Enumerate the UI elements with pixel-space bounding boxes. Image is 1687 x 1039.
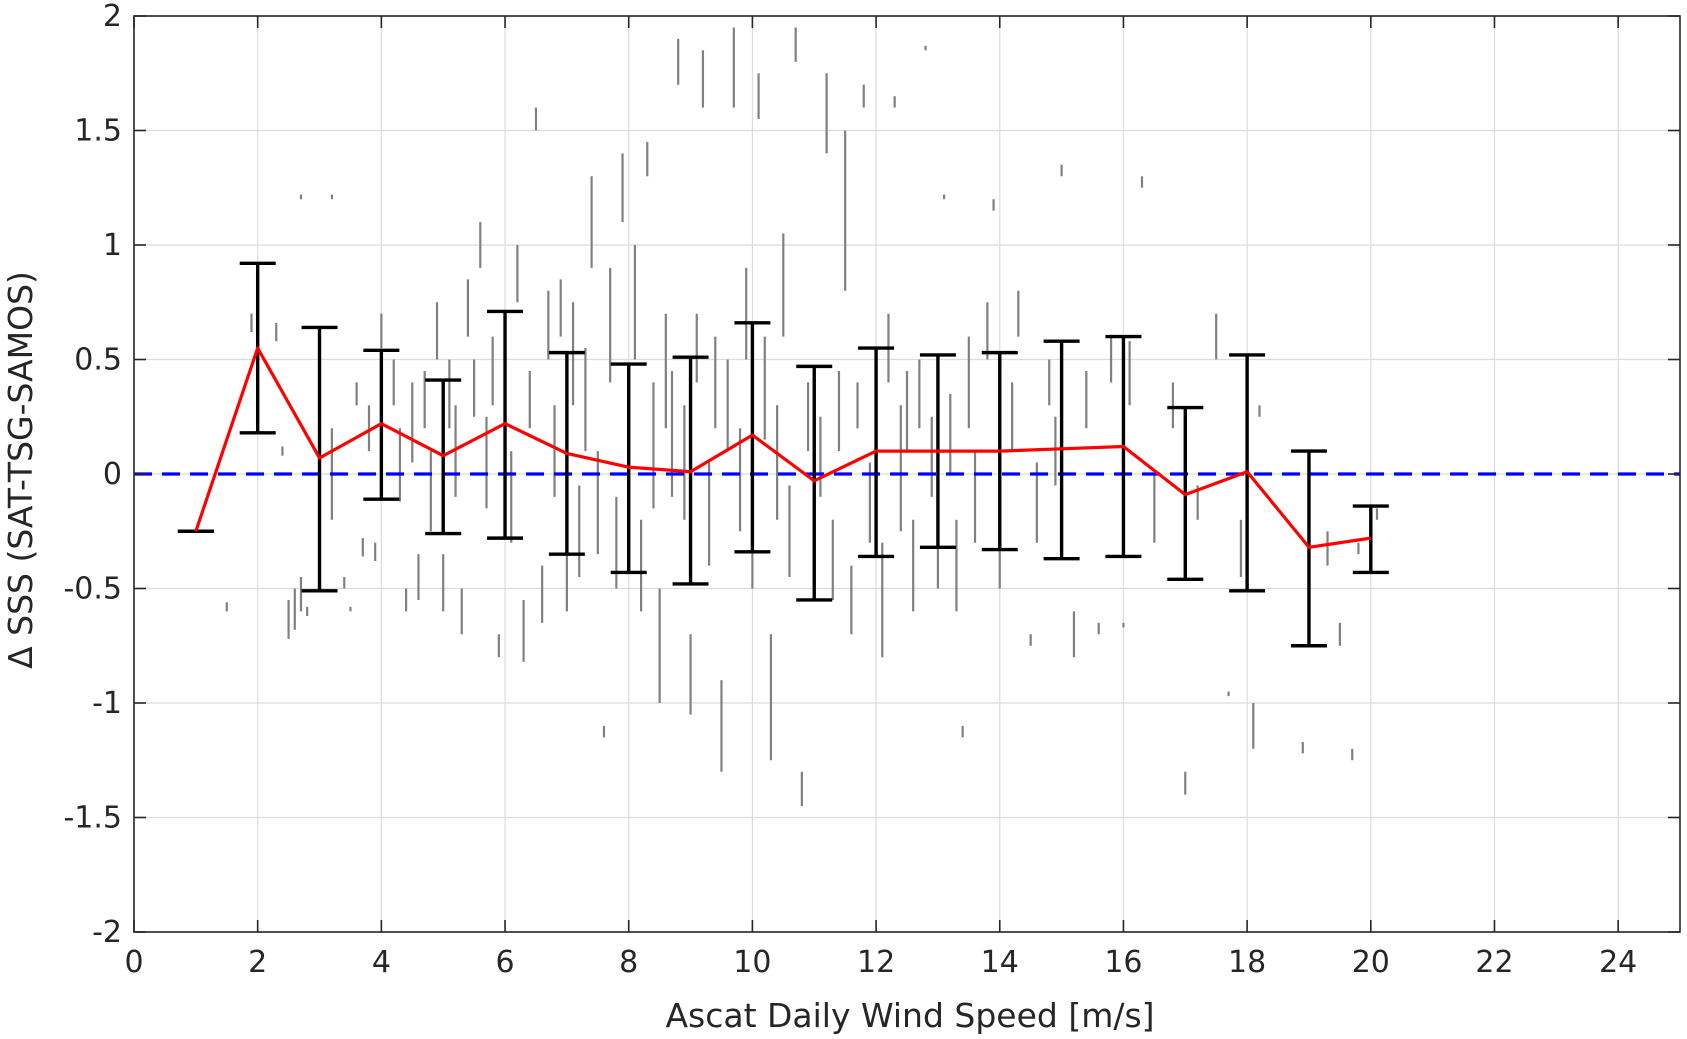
x-tick-label: 2 bbox=[248, 945, 267, 980]
x-tick-label: 4 bbox=[372, 945, 391, 980]
y-tick-label: -0.5 bbox=[63, 572, 122, 607]
x-tick-label: 8 bbox=[619, 945, 638, 980]
scatter-points bbox=[225, 27, 1379, 807]
x-tick-label: 10 bbox=[733, 945, 771, 980]
y-tick-label: -1 bbox=[92, 686, 122, 721]
y-tick-label: 0.5 bbox=[74, 343, 122, 378]
x-tick-label: 22 bbox=[1475, 945, 1513, 980]
y-tick-label: -2 bbox=[92, 915, 122, 950]
x-tick-labels: 0 2 4 6 8 10 12 14 16 18 20 22 24 bbox=[124, 945, 1637, 980]
y-tick-label: 2 bbox=[103, 0, 122, 34]
error-bar bbox=[734, 321, 771, 554]
y-tick-label: 1.5 bbox=[74, 114, 122, 149]
y-axis-title: Δ SSS (SAT-TSG-SAMOS) bbox=[1, 271, 40, 669]
y-tick-label: 0 bbox=[103, 457, 122, 492]
x-tick-label: 20 bbox=[1352, 945, 1390, 980]
x-axis-title: Ascat Daily Wind Speed [m/s] bbox=[665, 996, 1154, 1035]
error-bar bbox=[796, 364, 833, 602]
mean-line bbox=[194, 346, 1372, 549]
y-tick-label: 1 bbox=[103, 228, 122, 263]
x-tick-label: 24 bbox=[1599, 945, 1637, 980]
x-tick-label: 0 bbox=[124, 945, 143, 980]
y-tick-label: -1.5 bbox=[63, 801, 122, 836]
x-tick-label: 6 bbox=[495, 945, 514, 980]
x-tick-label: 16 bbox=[1104, 945, 1142, 980]
axes-frame bbox=[133, 15, 1681, 933]
y-tick-labels: 2 1.5 1 0.5 0 -0.5 -1 -1.5 -2 bbox=[63, 0, 122, 950]
x-tick-label: 18 bbox=[1228, 945, 1266, 980]
x-tick-label: 12 bbox=[857, 945, 895, 980]
x-tick-label: 14 bbox=[981, 945, 1019, 980]
mean-polyline bbox=[194, 346, 1372, 549]
